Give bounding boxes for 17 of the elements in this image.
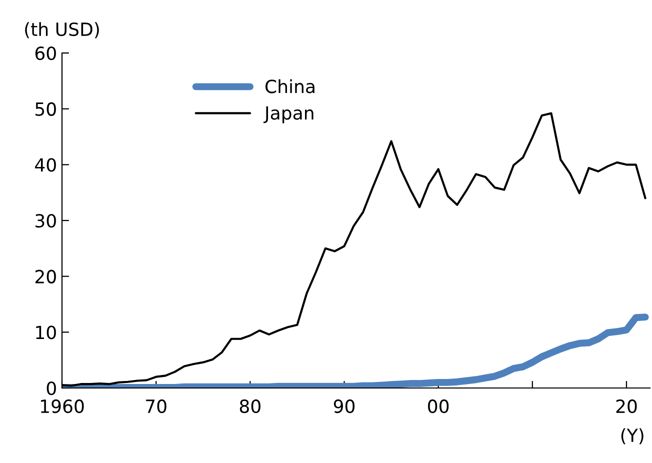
y-axis-title: (th USD) (25, 22, 99, 38)
legend-label: China (265, 79, 314, 94)
y-tick-label: 20 (35, 270, 56, 284)
y-tick-label: 10 (36, 326, 56, 340)
x-tick-label: 70 (146, 399, 166, 414)
x-tick-label: 00 (428, 399, 449, 414)
x-tick-label: 1960 (41, 399, 84, 414)
x-tick-label: 90 (334, 399, 355, 414)
x-tick-label: 20 (616, 399, 637, 414)
legend-label: Japan (264, 106, 314, 124)
y-tick-label: 30 (36, 214, 56, 228)
y-tick-label: 50 (36, 102, 56, 116)
y-tick-label: 0 (46, 381, 56, 396)
y-tick-label: 40 (35, 158, 56, 172)
x-axis-title: (Y) (621, 428, 644, 444)
x-tick-label: 80 (240, 399, 260, 414)
y-tick-label: 60 (35, 46, 56, 60)
